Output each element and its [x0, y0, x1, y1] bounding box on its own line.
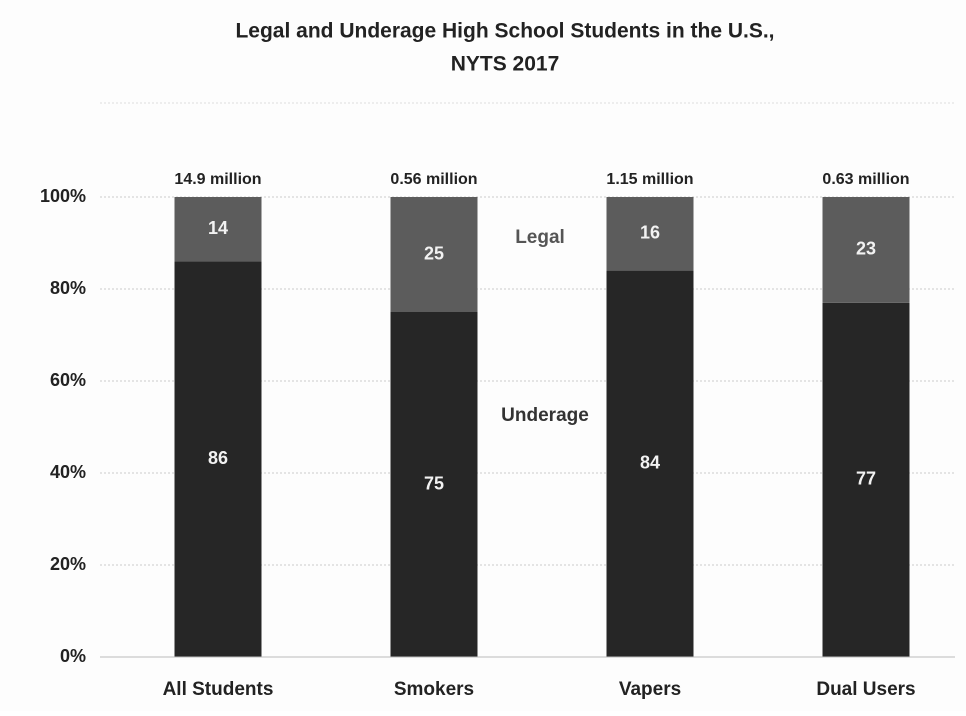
data-label: 16	[640, 223, 660, 243]
data-label: 14	[208, 218, 228, 238]
bar-segment	[822, 302, 910, 657]
chart-title: Legal and Underage High School Students …	[235, 20, 774, 43]
top-label: 14.9 million	[174, 171, 261, 188]
data-label: 86	[208, 448, 228, 468]
top-label: 0.56 million	[390, 171, 477, 188]
x-tick-label: Dual Users	[816, 679, 915, 700]
bar-segment	[390, 197, 478, 312]
data-label: 77	[856, 469, 876, 489]
data-label: 84	[640, 453, 660, 473]
bar-segment	[606, 197, 694, 271]
legend-label: Legal	[515, 227, 565, 248]
x-tick-label: Smokers	[394, 679, 474, 700]
bar-segment	[174, 197, 262, 262]
x-tick-label: All Students	[163, 679, 274, 700]
y-tick-label: 0%	[60, 646, 86, 666]
x-tick-label: Vapers	[619, 679, 681, 700]
top-label: 0.63 million	[822, 171, 909, 188]
legend-label: Underage	[501, 405, 589, 426]
data-label: 23	[856, 239, 876, 259]
y-tick-label: 40%	[50, 462, 86, 482]
top-label: 1.15 million	[606, 171, 693, 188]
data-label: 25	[424, 243, 444, 263]
bar-segment	[822, 197, 910, 303]
data-label: 75	[424, 473, 444, 493]
bar-segment	[390, 312, 478, 657]
bar-segment	[174, 261, 262, 657]
y-tick-label: 20%	[50, 554, 86, 574]
y-tick-label: 100%	[40, 186, 86, 206]
bar-segment	[606, 270, 694, 657]
y-tick-label: 80%	[50, 278, 86, 298]
y-tick-label: 60%	[50, 370, 86, 390]
chart-subtitle: NYTS 2017	[451, 53, 560, 76]
